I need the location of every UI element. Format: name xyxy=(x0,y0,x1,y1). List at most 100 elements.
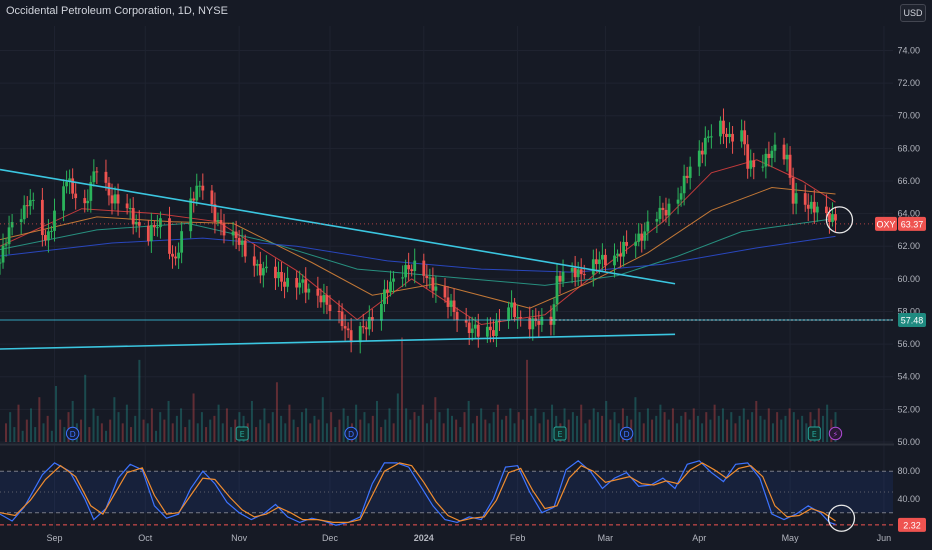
volume-bar xyxy=(50,430,53,442)
candle-body xyxy=(295,277,299,288)
volume-bar xyxy=(67,412,70,442)
earnings-marker[interactable]: E xyxy=(553,426,567,441)
trendline[interactable] xyxy=(0,333,676,350)
volume-bar xyxy=(192,393,195,442)
candle-body xyxy=(764,153,768,167)
volume-bar xyxy=(309,423,312,442)
volume-bar xyxy=(621,408,624,442)
dividend-marker[interactable]: D xyxy=(344,426,358,441)
volume-bar xyxy=(225,408,228,442)
earnings-marker[interactable]: E xyxy=(235,426,249,441)
marker-shape xyxy=(344,426,358,441)
x-tick-label: Feb xyxy=(510,533,526,543)
candle-body xyxy=(316,288,320,296)
candle-body xyxy=(531,318,535,330)
candle-body xyxy=(280,271,283,282)
volume-bar xyxy=(817,408,820,442)
volume-bar xyxy=(480,408,483,442)
moving-average-line xyxy=(0,159,836,326)
volume-bar xyxy=(71,400,74,442)
dividend-marker[interactable]: D xyxy=(619,426,634,441)
currency-button[interactable]: USD xyxy=(900,4,926,22)
candle-body xyxy=(180,231,184,253)
volume-bar xyxy=(471,423,474,442)
volume-bar xyxy=(438,412,441,442)
dividend-marker[interactable]: D xyxy=(65,426,80,441)
volume-bar xyxy=(680,415,683,442)
candle-body xyxy=(298,282,302,288)
candle-body xyxy=(237,237,241,245)
marker-label: D xyxy=(348,430,354,439)
candle-body xyxy=(159,218,162,228)
candle-body xyxy=(156,227,159,229)
candle-body xyxy=(473,324,477,329)
event-markers[interactable]: D E D E D E ⚡ xyxy=(65,426,843,441)
candle-body xyxy=(219,220,223,224)
candle-body xyxy=(255,263,259,266)
trendlines[interactable] xyxy=(0,168,676,350)
volume-bar xyxy=(801,415,804,442)
x-tick-label: Oct xyxy=(138,533,153,543)
volume-bar xyxy=(213,415,216,442)
earnings-marker[interactable]: E xyxy=(807,426,821,441)
volume-bar xyxy=(776,412,779,442)
candle-body xyxy=(561,271,565,282)
ticker-tag: OXY xyxy=(875,216,897,231)
trendline[interactable] xyxy=(0,168,676,285)
y-tick-label: 70.00 xyxy=(897,111,920,121)
volume-bar xyxy=(488,423,491,442)
candle-body xyxy=(74,193,78,199)
volume-bar xyxy=(717,415,720,442)
volume-bar xyxy=(509,408,512,442)
candle-body xyxy=(322,295,326,303)
volume-bar xyxy=(596,412,599,442)
candle-body xyxy=(264,266,268,269)
candle-body xyxy=(815,206,819,213)
candle-body xyxy=(803,193,807,205)
candle-body xyxy=(128,207,132,209)
volume-bar xyxy=(421,404,424,442)
volume-bar xyxy=(734,423,737,442)
candles xyxy=(0,108,837,354)
candle-body xyxy=(761,166,765,168)
volume-bar xyxy=(634,397,637,442)
volume-bar xyxy=(417,415,420,442)
volume-bar xyxy=(255,427,258,442)
volume-bar xyxy=(771,423,774,442)
candle-body xyxy=(434,286,438,291)
volume-bar xyxy=(105,430,108,442)
volume-bar xyxy=(209,419,212,442)
volume-bar xyxy=(517,412,520,442)
candle-body xyxy=(349,330,353,343)
flash-marker[interactable]: ⚡ xyxy=(828,426,843,441)
marker-shape xyxy=(553,426,567,441)
candle-body xyxy=(53,210,56,231)
candle-body xyxy=(825,206,828,214)
price-levels xyxy=(0,206,893,321)
candle-body xyxy=(576,269,580,278)
candle-body xyxy=(449,300,453,307)
y-tick-label: 72.00 xyxy=(897,78,920,88)
candle-body xyxy=(0,262,2,264)
stoch-y-tick-label: 40.00 xyxy=(897,494,920,504)
volume-bar xyxy=(259,419,262,442)
volume-bar xyxy=(34,427,37,442)
candle-body xyxy=(383,289,386,305)
candle-body xyxy=(31,199,35,201)
candle-body xyxy=(658,207,662,219)
volume-bar xyxy=(96,415,99,442)
volume-bar xyxy=(505,415,508,442)
volume-bar xyxy=(184,427,187,442)
candle-body xyxy=(555,275,559,305)
candle-body xyxy=(231,231,235,236)
volume-bar xyxy=(313,415,316,442)
candle-body xyxy=(785,154,789,160)
volume-bar xyxy=(467,400,470,442)
candle-body xyxy=(47,231,50,241)
candle-body xyxy=(301,279,305,283)
price-tags: 63.37 OXY 57.48 2.32 xyxy=(875,216,926,532)
candle-body xyxy=(685,175,689,178)
candle-body xyxy=(455,311,459,321)
volume-bar xyxy=(267,423,270,442)
